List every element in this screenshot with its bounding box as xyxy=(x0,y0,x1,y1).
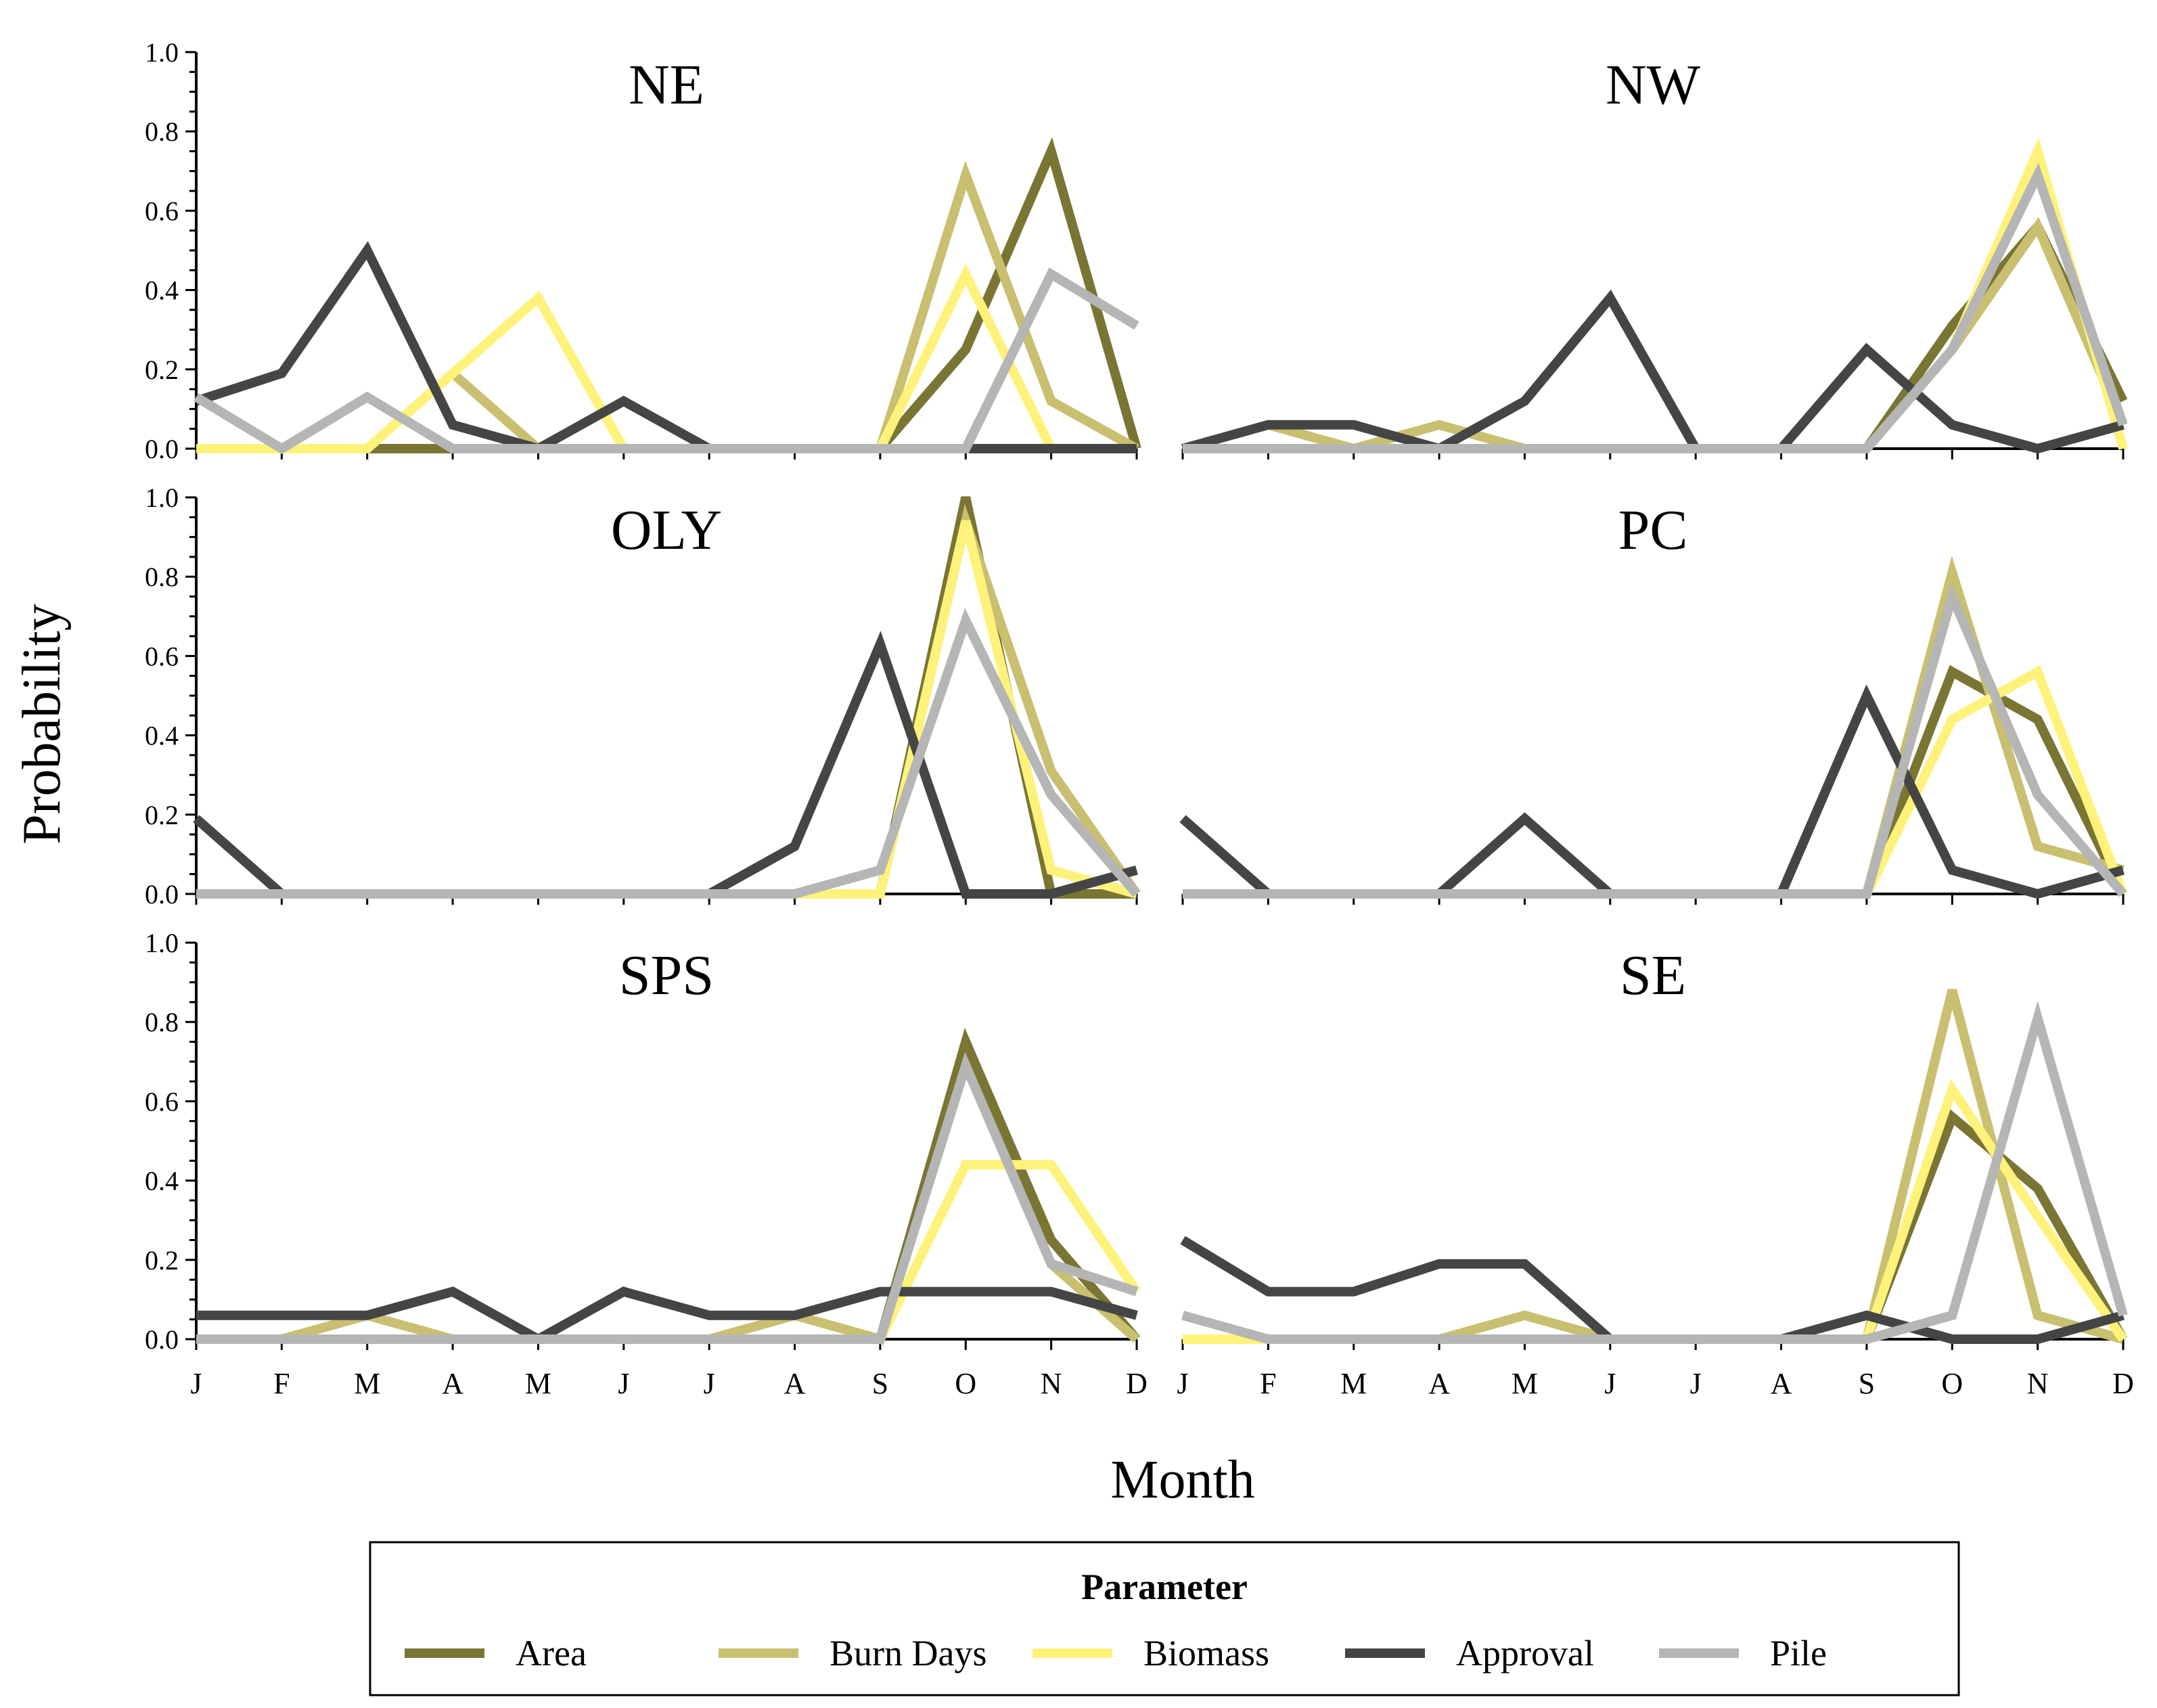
x-tick-label: D xyxy=(2112,1367,2134,1400)
x-tick-label: N xyxy=(2027,1367,2049,1400)
series-line-area xyxy=(1183,218,2128,453)
panel-title: NE xyxy=(629,53,704,116)
legend-box xyxy=(369,1541,1960,1696)
x-tick-label: F xyxy=(273,1367,290,1400)
series-line-burn-days xyxy=(1181,217,2128,454)
y-tick-label: 0.0 xyxy=(145,879,179,909)
x-tick-label: F xyxy=(1260,1367,1276,1400)
x-tick-label: J xyxy=(190,1367,202,1400)
panel-pc: PC xyxy=(1179,499,2128,905)
panel-sps: SPS 0.0 0.2 0.4 0.6 0.8 1.0 J F M A M J J A S O N D xyxy=(145,928,1148,1400)
series-line-burn-days xyxy=(196,160,1139,453)
x-tick-label: A xyxy=(784,1367,806,1400)
y-tick-label: 0.6 xyxy=(145,196,179,226)
legend-title: Parameter xyxy=(1081,1567,1248,1607)
series-line-biomass xyxy=(196,520,1138,899)
y-tick-label: 1.0 xyxy=(145,928,179,958)
x-tick-label: S xyxy=(872,1367,888,1400)
panels-grid: NE 0.0 0.2 0.4 0.6 0.8 1.0 NW OLY 0.0 0.2 0.4 0.6 0.8… xyxy=(145,37,2134,1400)
x-tick-label: A xyxy=(1428,1367,1450,1400)
legend-label: Approval xyxy=(1456,1633,1594,1673)
x-tick-label: O xyxy=(955,1367,976,1400)
y-tick-label: 0.4 xyxy=(145,275,179,306)
x-tick-label: M xyxy=(354,1367,380,1400)
panel-title: NW xyxy=(1606,53,1701,116)
series-line-pile xyxy=(1183,162,2128,453)
x-tick-label: J xyxy=(1690,1367,1702,1400)
legend-label: Burn Days xyxy=(830,1633,986,1673)
x-tick-label: A xyxy=(1771,1367,1792,1400)
x-tick-label: J xyxy=(618,1367,629,1400)
x-tick-label: J xyxy=(1604,1367,1616,1400)
legend-item-area: Area xyxy=(405,1633,587,1673)
panel-nw: NW xyxy=(1181,53,2128,459)
y-tick-label: 0.8 xyxy=(145,562,179,592)
legend-item-approval: Approval xyxy=(1345,1633,1594,1673)
panel-ne: NE 0.0 0.2 0.4 0.6 0.8 1.0 xyxy=(145,37,1141,464)
panel-title: PC xyxy=(1618,499,1688,562)
series-line-approval xyxy=(1181,290,2125,454)
y-tick-label: 0.2 xyxy=(145,355,179,385)
y-tick-label: 0.0 xyxy=(145,434,179,464)
panel-se: SE J F M A M J J A S O N D xyxy=(1177,944,2133,1400)
legend-item-burn-days: Burn Days xyxy=(719,1633,986,1673)
x-tick-label: J xyxy=(704,1367,715,1400)
panel-title: SPS xyxy=(619,944,714,1007)
series-line-pile xyxy=(1181,1000,2128,1344)
y-tick-label: 0.4 xyxy=(145,1166,179,1196)
series-line-burn-days xyxy=(1183,989,2125,1344)
x-tick-label: S xyxy=(1859,1367,1875,1400)
y-tick-label: 1.0 xyxy=(145,37,179,68)
series-line-burn-days xyxy=(1183,556,2125,899)
series-line-burn-days xyxy=(196,503,1141,899)
series-line-approval xyxy=(194,241,1137,454)
y-tick-label: 0.2 xyxy=(145,1245,179,1276)
series-line-pile xyxy=(194,267,1139,455)
series-line-pile xyxy=(196,1052,1139,1344)
series-line-approval xyxy=(196,1286,1138,1345)
y-tick-label: 0.8 xyxy=(145,1007,179,1037)
y-tick-label: 0.8 xyxy=(145,116,179,147)
y-tick-label: 0.2 xyxy=(145,800,179,830)
y-axis-label: Probability xyxy=(12,604,72,845)
x-tick-label: D xyxy=(1126,1367,1148,1400)
panel-oly: OLY 0.0 0.2 0.4 0.6 0.8 1.0 xyxy=(145,482,1141,909)
legend-item-pile: Pile xyxy=(1659,1633,1827,1673)
x-axis-label: Month xyxy=(1110,1450,1254,1510)
series-line-biomass xyxy=(1183,665,2128,899)
legend-item-biomass: Biomass xyxy=(1032,1633,1269,1673)
y-tick-label: 0.4 xyxy=(145,721,179,751)
x-tick-label: O xyxy=(1941,1367,1963,1400)
series-line-approval xyxy=(1179,684,2125,899)
series-line-pile xyxy=(196,608,1141,899)
x-tick-label: N xyxy=(1041,1367,1062,1400)
panel-title: OLY xyxy=(611,499,722,562)
y-tick-label: 0.6 xyxy=(145,641,179,671)
series-line-approval xyxy=(1180,1236,2125,1344)
x-tick-label: J xyxy=(1177,1367,1188,1400)
y-tick-label: 0.6 xyxy=(145,1086,179,1117)
y-tick-label: 0.0 xyxy=(145,1324,179,1355)
legend-items: Area Burn Days Biomass Approval Pile xyxy=(405,1633,1827,1673)
legend-label: Area xyxy=(516,1633,587,1673)
panel-title: SE xyxy=(1620,944,1686,1007)
x-tick-label: M xyxy=(1512,1367,1538,1400)
legend-label: Biomass xyxy=(1143,1633,1269,1673)
x-tick-label: A xyxy=(442,1367,463,1400)
series-line-pile xyxy=(1183,582,2127,899)
legend-label: Pile xyxy=(1770,1633,1827,1673)
y-tick-label: 1.0 xyxy=(145,482,179,513)
x-tick-label: M xyxy=(525,1367,551,1400)
x-tick-label: M xyxy=(1340,1367,1367,1400)
legend: Parameter Area Burn Days Biomass Approval Pi… xyxy=(369,1541,1960,1696)
